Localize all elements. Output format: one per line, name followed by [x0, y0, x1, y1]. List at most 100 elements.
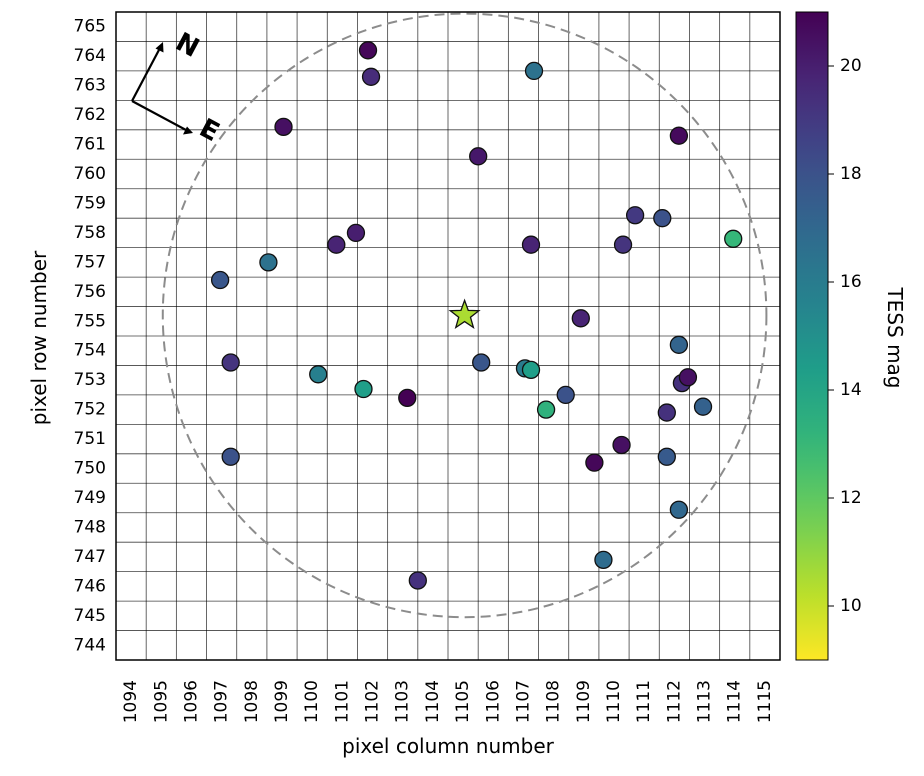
x-tick-label: 1109 [574, 680, 594, 723]
y-tick-label: 765 [74, 17, 106, 37]
y-tick-label: 764 [74, 46, 106, 66]
x-tick-label: 1106 [483, 680, 503, 723]
star-point [612, 435, 631, 455]
star-point [221, 353, 240, 372]
star-point [653, 209, 672, 228]
star-point [556, 385, 575, 405]
star-point [678, 368, 698, 387]
x-tick-label: 1105 [453, 680, 473, 723]
x-axis-label: pixel column number [342, 734, 555, 758]
x-tick-label: 1113 [695, 680, 715, 723]
y-tick-label: 744 [74, 635, 106, 655]
y-tick-label: 754 [74, 341, 106, 361]
star-point [657, 403, 676, 422]
y-tick-label: 749 [74, 488, 106, 508]
compass-east-arrow [131, 100, 187, 131]
star-point [361, 67, 381, 86]
x-tick-label: 1097 [212, 680, 232, 723]
star-point [469, 147, 488, 166]
colorbar [795, 11, 829, 661]
star-point [354, 379, 373, 399]
target-star [448, 298, 481, 330]
star-point [585, 453, 604, 472]
x-tick-label: 1110 [604, 680, 624, 723]
y-tick-label: 746 [74, 576, 106, 596]
y-tick-label: 748 [74, 517, 106, 537]
stars-layer [210, 41, 743, 590]
x-tick-labels: 1094 1095 1096 1097 1098 1099 1100 1101 1102 1103… [121, 680, 775, 723]
y-tick-label: 753 [74, 370, 106, 390]
x-tick-label: 1099 [272, 680, 292, 723]
star-point [594, 550, 613, 570]
x-tick-label: 1094 [121, 680, 141, 723]
colorbar-label: TESS mag [883, 286, 907, 388]
colorbar-ticks: 10 12 14 16 18 20 [828, 56, 862, 616]
y-tick-label: 759 [74, 193, 106, 213]
colorbar-tick-label: 10 [840, 596, 862, 616]
y-tick-label: 751 [74, 429, 106, 449]
y-tick-label: 755 [74, 311, 106, 331]
y-tick-label: 747 [74, 547, 106, 567]
colorbar-tick-label: 16 [840, 272, 862, 292]
star-point [521, 235, 541, 254]
star-point [472, 353, 491, 372]
star-point [346, 223, 366, 243]
y-tick-label: 762 [74, 105, 106, 125]
y-axis-label: pixel row number [27, 250, 51, 425]
star-point [309, 365, 328, 384]
x-tick-label: 1102 [363, 680, 383, 723]
star-point [398, 388, 417, 408]
x-tick-label: 1103 [393, 680, 413, 723]
y-tick-label: 760 [74, 164, 106, 184]
y-tick-label: 763 [74, 76, 106, 96]
x-tick-label: 1098 [242, 680, 262, 723]
star-point [408, 571, 427, 590]
compass-north-arrowhead [155, 42, 164, 53]
y-tick-label: 758 [74, 223, 106, 243]
colorbar-tick-label: 14 [840, 380, 862, 400]
colorbar-tick-label: 18 [840, 164, 862, 184]
x-tick-label: 1095 [151, 680, 171, 723]
star-point [221, 447, 240, 466]
x-tick-label: 1115 [755, 680, 775, 723]
star-point [358, 41, 378, 60]
x-tick-label: 1111 [634, 680, 654, 723]
star-point [669, 126, 689, 145]
x-tick-label: 1104 [423, 680, 443, 723]
pixel-grid [116, 12, 780, 660]
star-point [210, 270, 230, 290]
x-tick-label: 1112 [664, 680, 684, 723]
target-layer [448, 298, 481, 330]
x-tick-label: 1096 [181, 680, 201, 723]
x-tick-label: 1107 [513, 680, 533, 723]
aperture-layer [161, 12, 768, 619]
y-tick-label: 756 [74, 282, 106, 302]
x-tick-label: 1100 [302, 680, 322, 723]
y-tick-label: 761 [74, 135, 106, 155]
x-tick-label: 1108 [544, 680, 564, 723]
star-point [524, 61, 544, 81]
star-point [536, 400, 556, 419]
compass-east-label: E [194, 113, 224, 148]
star-point [625, 206, 645, 225]
compass-east-arrowhead [183, 126, 193, 135]
star-point [571, 309, 590, 328]
star-point [327, 235, 346, 254]
y-tick-label: 745 [74, 606, 106, 626]
compass-north-label: N [171, 27, 204, 64]
star-point [724, 229, 743, 248]
star-point [274, 117, 293, 137]
x-tick-label: 1101 [332, 680, 352, 723]
star-point [657, 447, 676, 466]
x-tick-label: 1114 [725, 680, 745, 723]
star-point [613, 235, 633, 254]
star-point [669, 500, 689, 519]
y-tick-label: 752 [74, 400, 106, 420]
y-tick-labels: 744 745 746 747 748 749 750 751 752 753 754 755 756 7… [74, 17, 106, 656]
y-tick-label: 757 [74, 252, 106, 272]
plot-frame [115, 11, 781, 661]
y-tick-label: 750 [74, 459, 106, 479]
compass-north-arrow [131, 47, 161, 102]
star-point [259, 253, 278, 272]
